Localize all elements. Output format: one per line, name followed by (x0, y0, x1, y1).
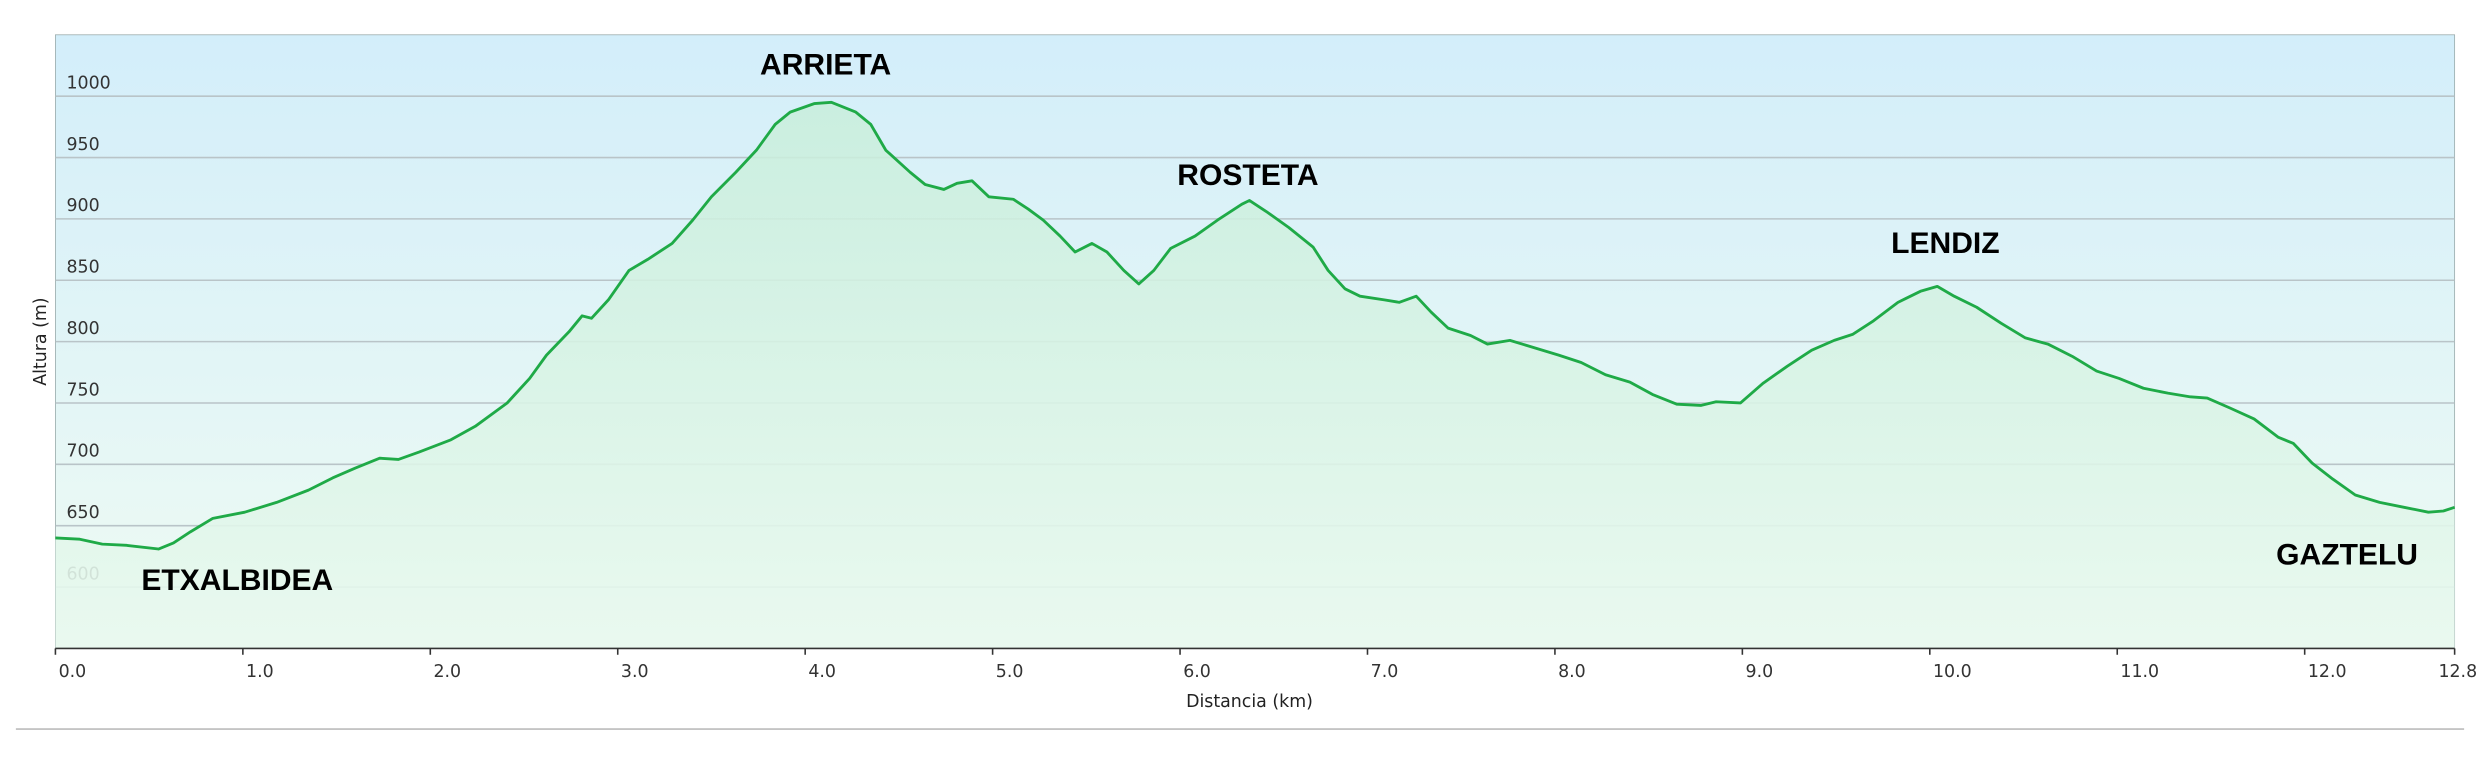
x-tick-label: 12.0 (2308, 662, 2347, 682)
peak-label: LENDIZ (1891, 227, 1999, 260)
x-tick-label: 3.0 (621, 662, 649, 682)
elevation-line (55, 100, 2456, 551)
y-tick-label: 900 (66, 196, 99, 216)
x-tick-label: 1.0 (246, 662, 274, 682)
x-tick-label: 2.0 (433, 662, 461, 682)
y-tick-label: 700 (66, 442, 99, 462)
x-tick-label: 5.0 (996, 662, 1024, 682)
y-axis-label: Altura (m) (31, 297, 51, 385)
x-axis-label: Distancia (km) (1186, 692, 1313, 712)
y-tick-label: 800 (66, 319, 99, 339)
x-tick-label: 8.0 (1558, 662, 1586, 682)
y-tick-label: 950 (66, 135, 99, 155)
x-tick-label: 12.8 (2438, 662, 2477, 682)
peak-label: GAZTELU (2276, 539, 2418, 572)
area-fill (55, 102, 2455, 649)
x-tick-label: 6.0 (1183, 662, 1211, 682)
y-tick-label: 850 (66, 258, 99, 278)
y-tick-label: 1000 (66, 74, 110, 94)
x-tick-label: 11.0 (2120, 662, 2159, 682)
x-tick-label: 0.0 (59, 662, 87, 682)
peak-label: ARRIETA (760, 48, 891, 81)
y-tick-label: 650 (66, 503, 99, 523)
peak-label: ETXALBIDEA (141, 564, 333, 597)
peak-label: ROSTETA (1177, 159, 1318, 192)
x-tick-label: 10.0 (1933, 662, 1972, 682)
y-tick-label: 750 (66, 380, 99, 400)
x-tick-label: 9.0 (1746, 662, 1774, 682)
x-tick-label: 4.0 (808, 662, 836, 682)
x-tick-label: 7.0 (1371, 662, 1399, 682)
